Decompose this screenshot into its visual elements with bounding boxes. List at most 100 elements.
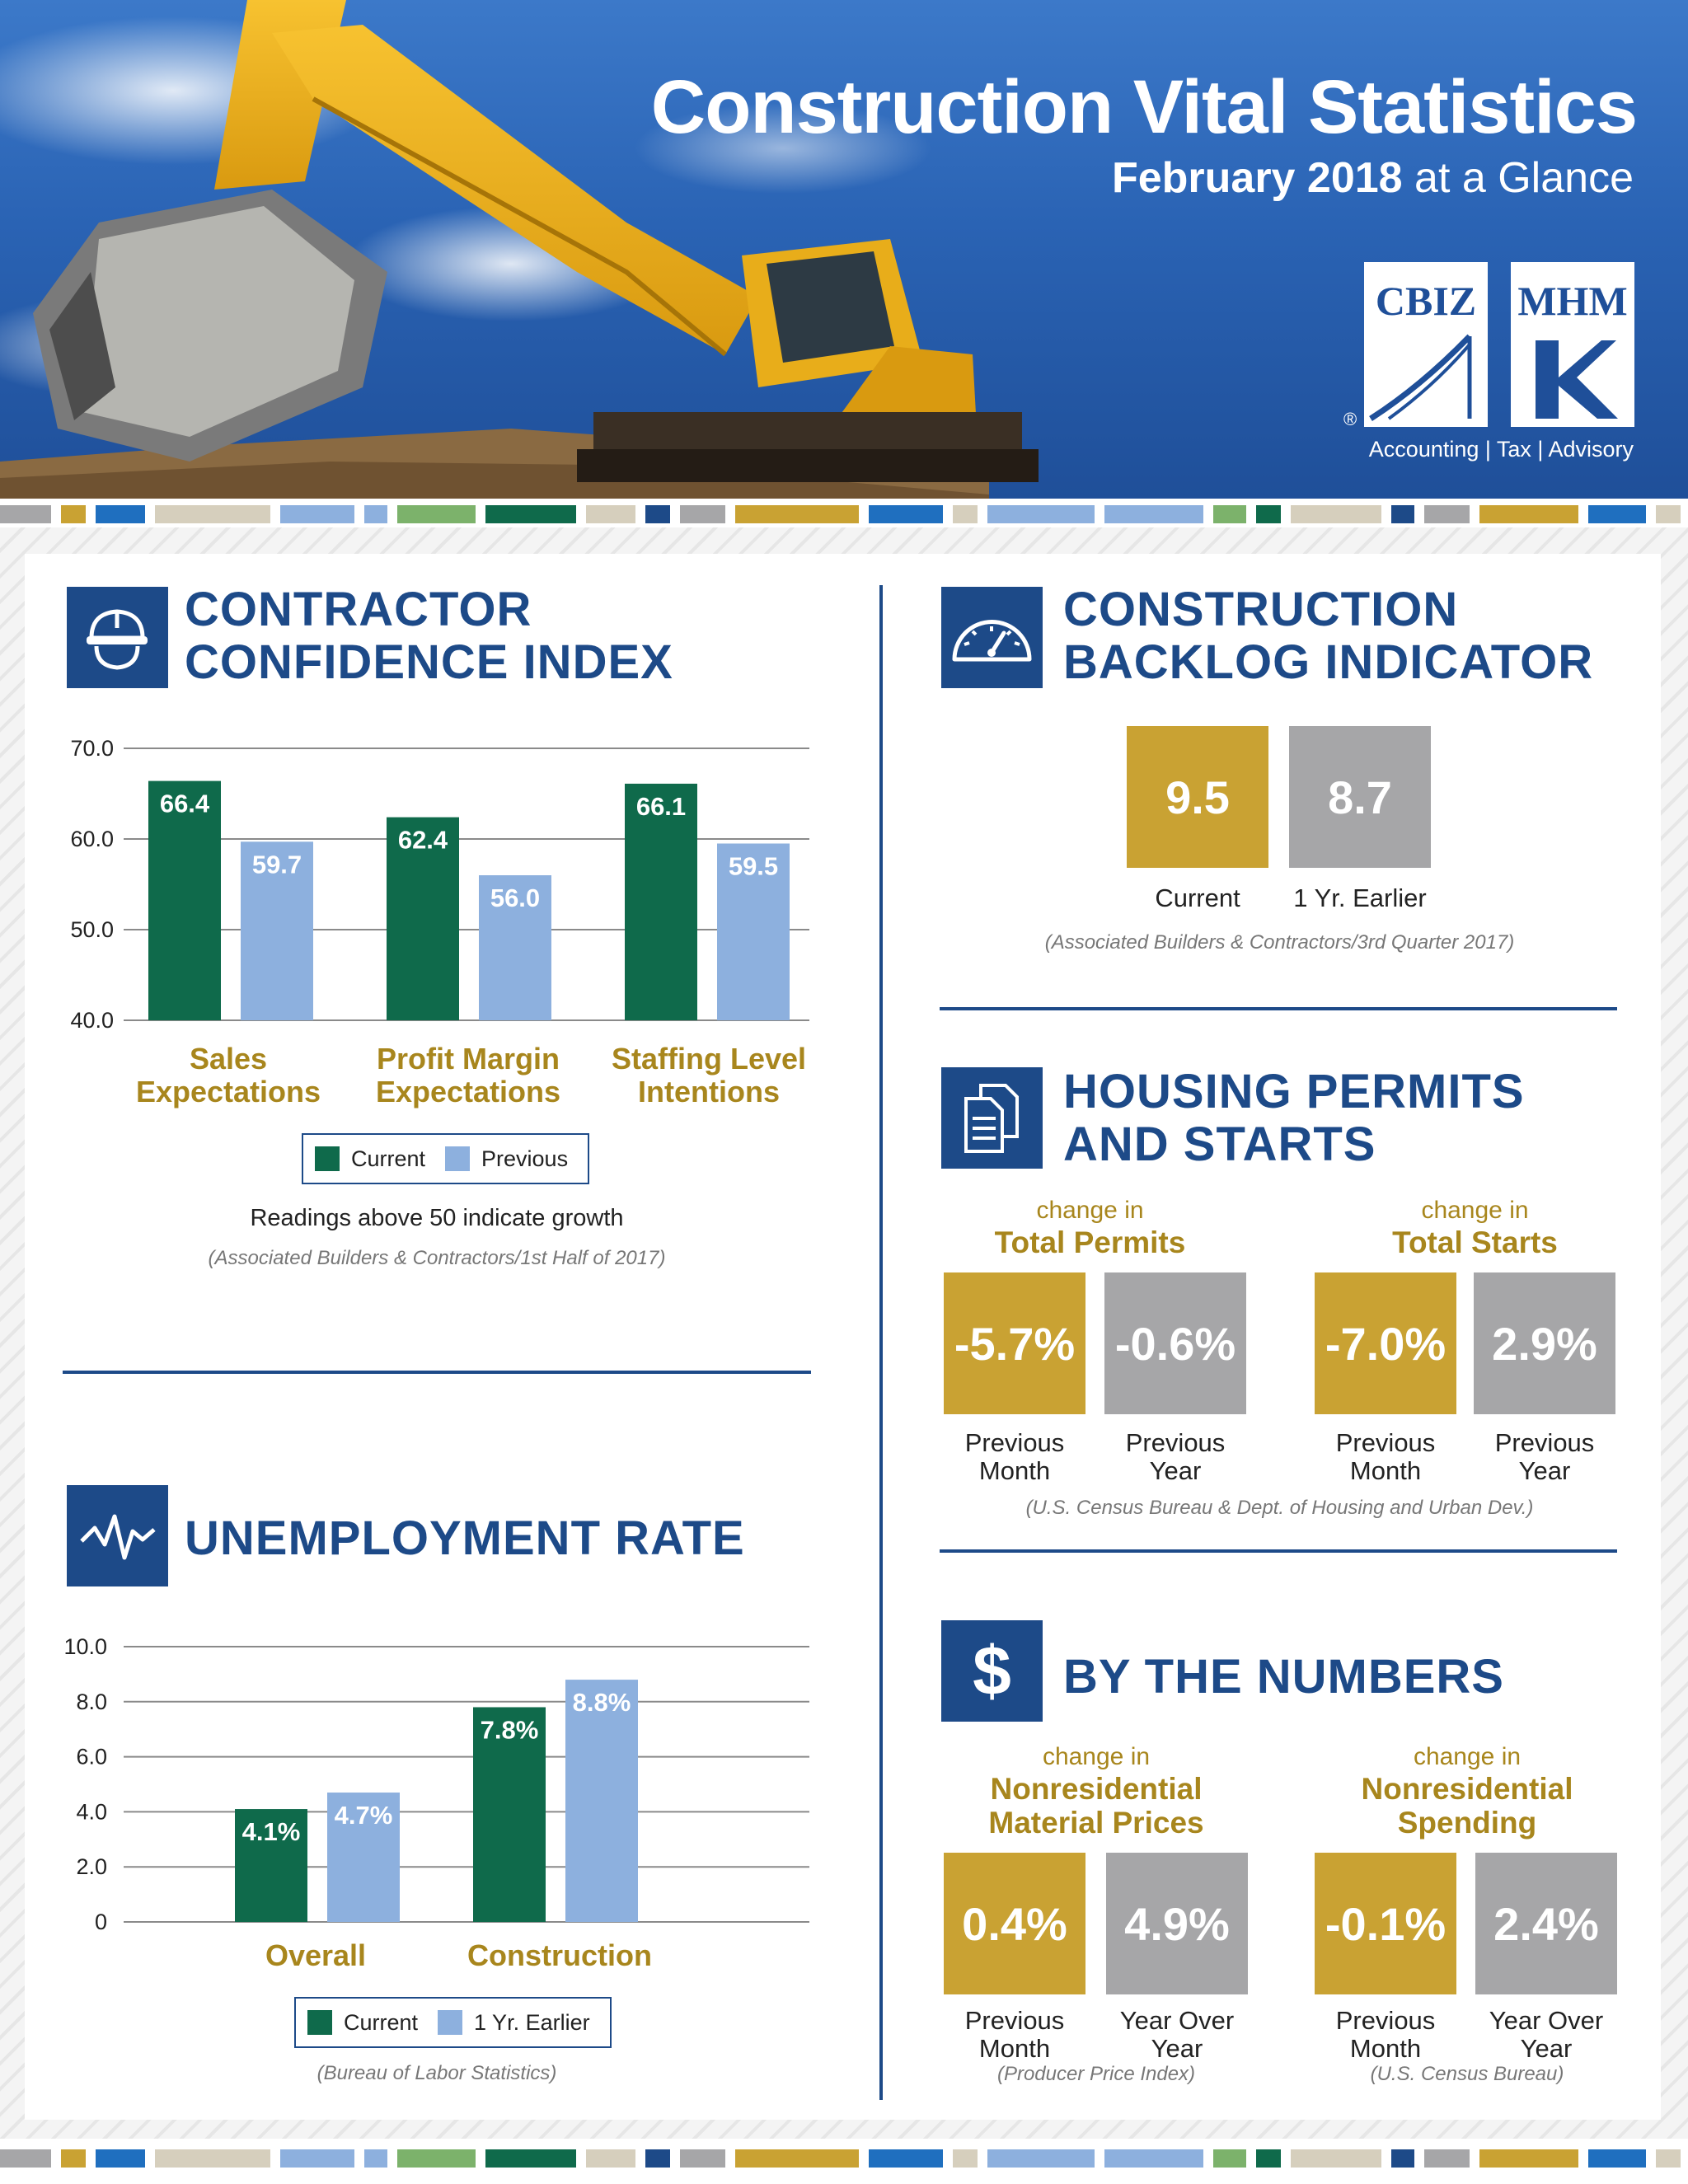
stripe-segment <box>1588 505 1646 523</box>
material-source: (Producer Price Index) <box>996 2063 1196 2085</box>
y-tick-label: 70.0 <box>70 736 114 761</box>
confidence-bar-chart: 40.0 50.0 60.0 70.0 66.4 59.7 62.4 56.0 66.1 59.5 <box>70 736 809 1033</box>
stripe-segment <box>680 505 725 523</box>
spending-subhead: change in <box>1413 1743 1522 1770</box>
y-tick-label: 50.0 <box>70 917 114 942</box>
pulse-icon <box>67 1485 168 1586</box>
housing-source: (U.S. Census Bureau & Dept. of Housing a… <box>1025 1497 1534 1519</box>
stripe-segment <box>869 2149 943 2168</box>
registered-mark: ® <box>1343 409 1357 429</box>
unemployment-source: (Bureau of Labor Statistics) <box>316 2062 557 2084</box>
stripe-segment <box>364 2149 387 2168</box>
stripe-segment <box>1656 2149 1681 2168</box>
spending-year-caption: Year Over Year <box>1489 2006 1604 2063</box>
legend-label-previous: Previous <box>481 1146 569 1171</box>
bar-previous <box>479 875 551 1020</box>
bar-value-label: 59.5 <box>729 852 778 881</box>
cbiz-logo: CBIZ <box>1364 262 1488 427</box>
confidence-category-sales: Sales Expectations <box>135 1042 321 1108</box>
stripe-segment <box>1479 505 1578 523</box>
material-month-caption: Previous Month <box>964 2006 1065 2063</box>
cbiz-swoosh-icon <box>1369 334 1472 421</box>
stripe-segment <box>0 505 51 523</box>
stripe-segment <box>1424 2149 1470 2168</box>
material-month-value: 0.4% <box>944 1853 1085 1994</box>
bar-previous <box>241 841 313 1020</box>
bar-1-yr-earlier <box>565 1680 638 1922</box>
stripe-segment <box>987 505 1095 523</box>
right-section-divider-1 <box>940 1007 1617 1010</box>
bar-current <box>473 1707 546 1922</box>
stripe-segment <box>586 505 635 523</box>
stripe-segment <box>1256 2149 1281 2168</box>
bar-current <box>387 817 459 1020</box>
legend-swatch-earlier <box>438 2010 463 2035</box>
stripe-segment <box>987 2149 1095 2168</box>
numbers-title: BY THE NUMBERS <box>1063 1650 1504 1704</box>
column-divider <box>879 585 883 2100</box>
unemployment-legend: Current 1 Yr. Earlier <box>294 1997 612 2048</box>
backlog-title-line1: CONSTRUCTION <box>1063 583 1459 636</box>
stripe-segment <box>61 505 86 523</box>
permits-year-caption: Previous Year <box>1125 1428 1226 1485</box>
stripe-segment <box>953 505 978 523</box>
stripe-segment <box>96 2149 145 2168</box>
bar-value-label: 4.1% <box>242 1817 301 1846</box>
confidence-title-line2: CONFIDENCE INDEX <box>185 635 673 689</box>
legend-swatch-previous <box>445 1146 471 1171</box>
y-tick-label: 6.0 <box>76 1745 107 1769</box>
backlog-current-label: Current <box>1155 883 1240 912</box>
material-year-value: 4.9% <box>1106 1853 1248 1994</box>
left-section-divider <box>63 1371 811 1374</box>
stripe-segment <box>645 2149 670 2168</box>
housing-title-line2: AND STARTS <box>1063 1118 1376 1171</box>
stripe-segment <box>1391 505 1414 523</box>
permits-month-value: -5.7% <box>944 1272 1085 1414</box>
stripe-segment <box>1391 2149 1414 2168</box>
svg-text:$: $ <box>973 1632 1011 1709</box>
backlog-current-value: 9.5 <box>1127 726 1268 868</box>
bar-1-yr-earlier <box>327 1793 400 1922</box>
housing-title-line1: HOUSING PERMITS <box>1063 1065 1525 1118</box>
spending-source: (U.S. Census Bureau) <box>1370 2063 1564 2085</box>
unemployment-category-construction: Construction <box>467 1938 652 1972</box>
starts-year-caption: Previous Year <box>1494 1428 1595 1485</box>
confidence-category-staffing: Staffing Level Intentions <box>611 1042 807 1108</box>
right-section-divider-2 <box>940 1549 1617 1553</box>
permits-month-caption: Previous Month <box>964 1428 1065 1485</box>
legend-label-current: Current <box>351 1146 426 1171</box>
bar-current <box>148 780 221 1020</box>
color-stripe-top <box>0 505 1688 523</box>
legend-swatch-current <box>307 2010 332 2035</box>
stripe-segment <box>485 2149 576 2168</box>
y-tick-label: 10.0 <box>63 1634 107 1659</box>
bar-value-label: 4.7% <box>335 1801 393 1830</box>
unemployment-category-overall: Overall <box>265 1938 367 1972</box>
header-banner: Construction Vital Statistics February 2… <box>0 0 1688 499</box>
spending-head: Nonresidential Spending <box>1361 1772 1573 1840</box>
stripe-segment <box>586 2149 635 2168</box>
y-tick-label: 8.0 <box>76 1690 107 1714</box>
bar-previous <box>717 843 790 1020</box>
bar-value-label: 62.4 <box>398 826 448 855</box>
stripe-segment <box>485 505 576 523</box>
backlog-title: CONSTRUCTION BACKLOG INDICATOR <box>1063 583 1593 689</box>
backlog-source: (Associated Builders & Contractors/3rd Q… <box>1044 931 1515 954</box>
stripe-segment <box>397 2149 476 2168</box>
growth-note: Readings above 50 indicate growth <box>250 1205 624 1231</box>
excavator-photo <box>0 0 1039 499</box>
stripe-segment <box>155 505 270 523</box>
cbiz-logo-text: CBIZ <box>1375 278 1477 324</box>
stripe-segment <box>1588 2149 1646 2168</box>
legend-swatch-current <box>315 1146 340 1171</box>
stripe-segment <box>96 505 145 523</box>
permits-head: Total Permits <box>994 1226 1186 1259</box>
bar-value-label: 56.0 <box>490 883 540 912</box>
stripe-segment <box>1291 2149 1381 2168</box>
y-tick-label: 0 <box>95 1910 107 1934</box>
subtitle-rest: at a Glance <box>1402 154 1634 202</box>
stripe-segment <box>1104 2149 1203 2168</box>
stripe-segment <box>1291 505 1381 523</box>
confidence-title-line1: CONTRACTOR <box>185 583 532 636</box>
spending-month-caption: Previous Month <box>1335 2006 1436 2063</box>
